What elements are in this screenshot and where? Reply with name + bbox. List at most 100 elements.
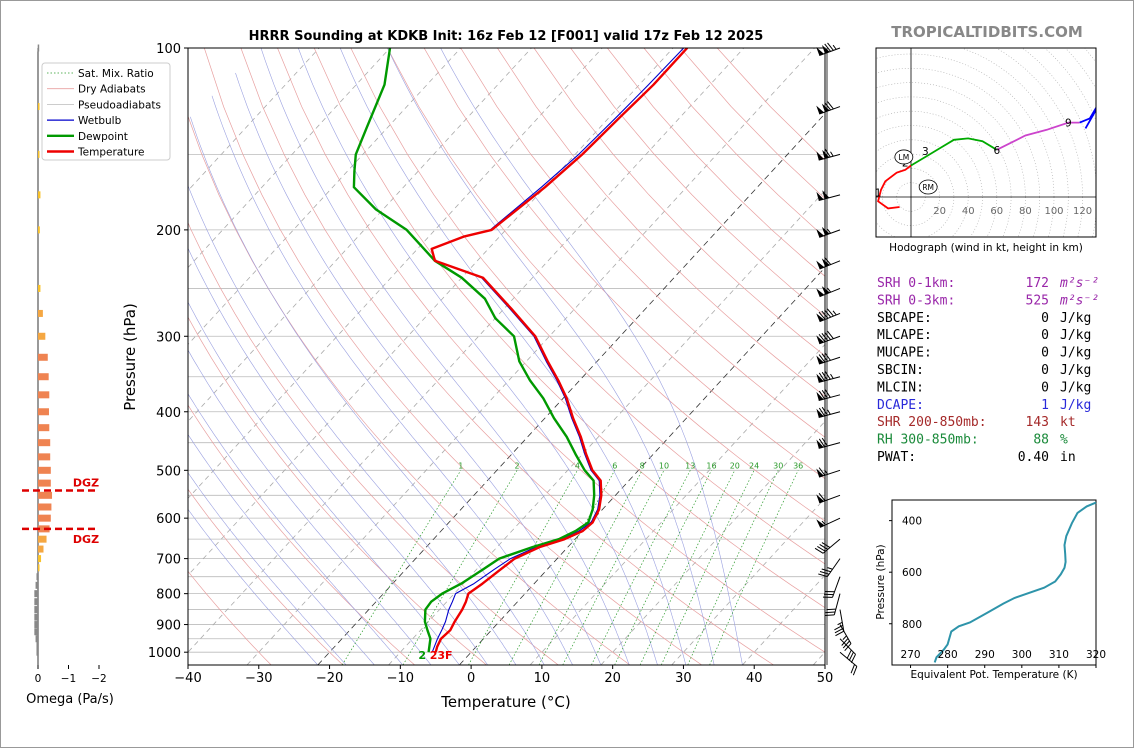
barb-full: [821, 353, 829, 362]
omega-panel: DGZ DGZ 0 −1 −2 Omega (Pa/s): [22, 44, 114, 707]
mixing-ratio-label: 8: [640, 461, 645, 470]
barb-full: [827, 101, 834, 110]
y-tick-label: 500: [156, 464, 181, 479]
barb-full: [824, 102, 831, 111]
x-tick-label: 50: [817, 671, 834, 686]
stat-label: SHR 200-850mb:: [877, 415, 987, 430]
barb-full: [852, 666, 858, 676]
dry-adiabat: [188, 488, 344, 665]
barb-flag: [816, 408, 824, 418]
stat-value: 0: [1041, 328, 1049, 343]
legend-label: Sat. Mix. Ratio: [78, 68, 154, 80]
stat-value: 0.40: [1018, 450, 1049, 465]
omega-bar: [38, 503, 52, 511]
barb-half: [821, 520, 826, 526]
wind-barb: [839, 651, 858, 676]
barb-full: [818, 407, 825, 417]
barb-staff: [839, 624, 852, 644]
barb-full: [818, 390, 825, 400]
legend-label: Wetbulb: [78, 115, 122, 127]
pseudoadiabat: [440, 48, 743, 665]
stat-row: SRH 0-3km: 525 m²s⁻²: [877, 293, 1099, 308]
barb-half: [827, 287, 832, 293]
pseudoadiabat: [260, 48, 630, 665]
legend-label: Dewpoint: [78, 131, 128, 143]
dry-adiabat: [570, 48, 825, 317]
barb-full: [826, 308, 834, 317]
omega-bar: [38, 284, 41, 292]
stat-value: 88: [1033, 433, 1049, 448]
pseudoadiabat: [211, 95, 573, 665]
pseudoadiabat: [188, 184, 517, 665]
hodograph-title: Hodograph (wind in kt, height in km): [889, 242, 1083, 254]
stat-row: MLCIN: 0 J/kg: [877, 380, 1091, 395]
mixing-ratio-line: [591, 470, 691, 665]
dry-adiabat: [188, 221, 559, 665]
dgz-label: DGZ: [73, 533, 99, 546]
barb-full: [834, 627, 844, 634]
stat-row: MLCAPE: 0 J/kg: [877, 328, 1091, 343]
dry-adiabat: [533, 48, 825, 357]
y-tick-label: 1000: [148, 646, 181, 661]
omega-bar: [38, 564, 40, 572]
barb-half: [827, 409, 831, 415]
barb-full: [841, 638, 849, 646]
theta-e-y-tick-label: 400: [902, 516, 922, 528]
mixing-ratio-label: 36: [793, 461, 803, 470]
hodo-segment: [910, 137, 998, 167]
chart-title: HRRR Sounding at KDKB Init: 16z Feb 12 […: [249, 29, 764, 44]
stat-label: SRH 0-1km:: [877, 276, 955, 291]
omega-bar: [38, 332, 46, 340]
omega-bar: [36, 648, 38, 656]
omega-bar: [34, 628, 38, 636]
hodo-height-label: 9: [1065, 118, 1072, 130]
omega-bar: [38, 391, 50, 399]
wind-barb: [816, 330, 841, 345]
barb-full: [848, 651, 854, 661]
barb-staff: [818, 411, 841, 418]
y-tick-label: 200: [156, 224, 181, 239]
wind-barb: [816, 371, 841, 383]
stat-unit: J/kg: [1060, 328, 1091, 343]
barb-flag: [816, 105, 825, 115]
skewt-frame: [187, 47, 826, 666]
barb-staff: [822, 538, 841, 554]
isotherm: [388, 190, 825, 665]
barb-staff: [839, 609, 845, 632]
barb-half: [830, 373, 834, 379]
legend: Sat. Mix. Ratio Dry Adiabats Pseudoadiabat…: [41, 62, 171, 161]
pseudoadiabat: [188, 349, 432, 665]
mixing-ratio-label: 30: [773, 461, 783, 470]
wind-barb: [816, 101, 841, 115]
wind-barb: [816, 256, 841, 270]
y-tick-label: 300: [156, 330, 181, 345]
stat-row: PWAT: 0.40 in: [877, 450, 1076, 465]
omega-bar: [38, 466, 51, 474]
barb-full: [818, 467, 826, 476]
omega-bar: [38, 226, 40, 234]
barb-flag: [821, 226, 830, 236]
stat-value: 143: [1026, 415, 1049, 430]
hodo-height-label: 1: [875, 188, 882, 200]
barb-staff: [819, 335, 841, 345]
y-tick-label: 100: [156, 42, 181, 57]
barb-half: [827, 228, 832, 234]
barb-flag: [816, 260, 825, 270]
legend-label: Temperature: [77, 147, 145, 159]
stat-label: SBCIN:: [877, 363, 924, 378]
theta-e-y-tick-label: 600: [902, 567, 922, 579]
barb-staff: [818, 442, 841, 449]
theta-e-y-tick-label: 800: [902, 619, 922, 631]
omega-bar: [38, 408, 49, 416]
barb-full: [818, 493, 826, 502]
barb-flag: [816, 47, 825, 56]
omega-x-tick-label: −2: [91, 673, 106, 685]
barb-full: [818, 311, 826, 320]
barb-flag: [816, 391, 824, 401]
pseudoadiabat: [387, 48, 715, 665]
dry-adiabat: [350, 48, 825, 565]
hodo-segment: [996, 121, 1080, 151]
wind-barbs: [814, 42, 858, 676]
